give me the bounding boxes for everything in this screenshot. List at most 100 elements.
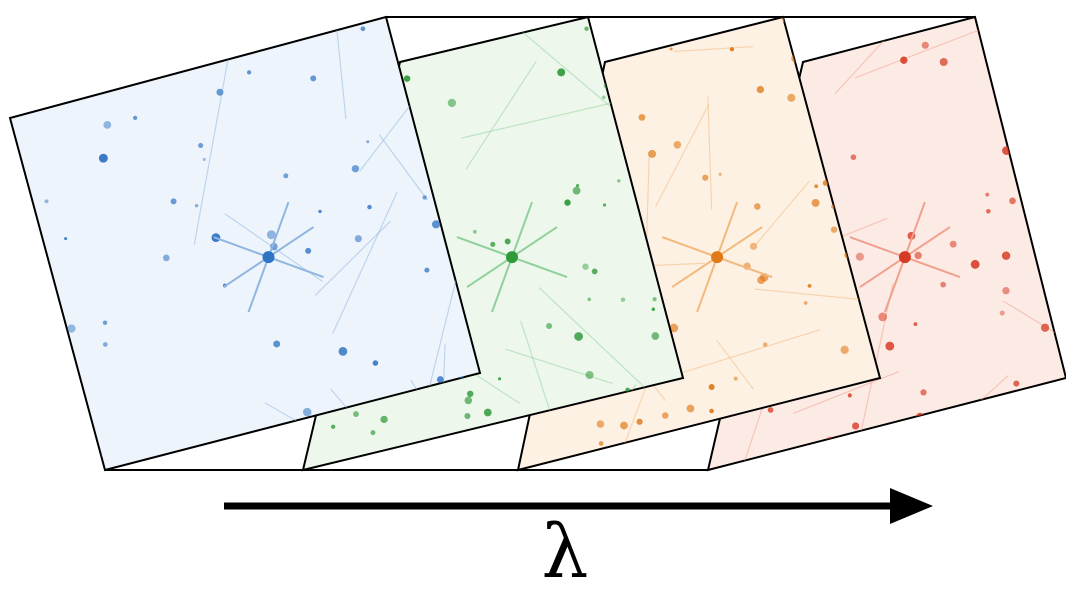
star bbox=[949, 240, 957, 248]
star bbox=[102, 320, 108, 325]
star bbox=[45, 64, 50, 68]
wavelength-arrow bbox=[224, 488, 933, 524]
star bbox=[939, 57, 948, 67]
star bbox=[246, 70, 252, 75]
star bbox=[318, 209, 322, 214]
star bbox=[698, 433, 704, 439]
star bbox=[651, 332, 660, 340]
star bbox=[87, 50, 93, 55]
star bbox=[1013, 380, 1020, 387]
star bbox=[830, 226, 838, 233]
star bbox=[472, 229, 477, 234]
star bbox=[913, 322, 918, 327]
star bbox=[302, 407, 312, 417]
star bbox=[840, 345, 849, 354]
star bbox=[1002, 287, 1010, 295]
star bbox=[216, 88, 224, 96]
star bbox=[273, 340, 281, 348]
star bbox=[198, 142, 204, 149]
star bbox=[986, 208, 991, 214]
bright-star bbox=[262, 251, 275, 264]
star bbox=[940, 281, 947, 288]
star bbox=[162, 254, 170, 262]
star bbox=[481, 434, 486, 439]
star bbox=[620, 421, 628, 430]
bright-star bbox=[711, 251, 724, 264]
star bbox=[574, 332, 584, 341]
star bbox=[617, 179, 621, 183]
star bbox=[387, 456, 392, 461]
star bbox=[651, 307, 656, 311]
star bbox=[700, 449, 705, 454]
star bbox=[564, 199, 571, 206]
diffraction-spike bbox=[193, 56, 230, 245]
diffraction-spike bbox=[538, 287, 654, 396]
star bbox=[822, 180, 829, 186]
star bbox=[367, 204, 372, 210]
star bbox=[620, 297, 626, 302]
star bbox=[464, 413, 471, 420]
diffraction-spike bbox=[673, 46, 753, 53]
star bbox=[753, 203, 761, 210]
star bbox=[44, 199, 49, 204]
diffraction-spike bbox=[378, 134, 429, 201]
star bbox=[380, 415, 388, 424]
star bbox=[431, 220, 441, 229]
star bbox=[436, 376, 444, 383]
star bbox=[803, 301, 808, 305]
star bbox=[855, 252, 864, 261]
wavelength-axis-label: λ bbox=[541, 509, 589, 595]
star bbox=[669, 47, 673, 51]
star bbox=[994, 430, 1002, 438]
diffraction-spike bbox=[854, 22, 997, 79]
star bbox=[360, 26, 366, 32]
diffraction-spike bbox=[983, 17, 1017, 57]
star bbox=[202, 56, 207, 61]
star bbox=[602, 203, 607, 207]
star bbox=[985, 192, 990, 197]
diffraction-spike bbox=[10, 402, 51, 466]
star bbox=[718, 172, 722, 176]
diffraction-spike bbox=[755, 180, 810, 245]
diffraction-spike bbox=[608, 18, 683, 44]
star bbox=[1040, 323, 1050, 332]
arrow-head bbox=[890, 488, 933, 524]
star bbox=[353, 411, 359, 417]
diffraction-spike bbox=[1022, 415, 1066, 470]
star bbox=[850, 154, 857, 161]
star bbox=[832, 20, 841, 29]
star bbox=[749, 242, 758, 250]
star bbox=[1033, 88, 1043, 97]
star bbox=[673, 140, 682, 149]
star bbox=[98, 153, 108, 163]
star bbox=[305, 247, 312, 254]
diffraction-spike bbox=[466, 17, 610, 107]
star bbox=[598, 441, 604, 446]
star bbox=[853, 465, 859, 470]
star bbox=[900, 56, 908, 64]
star bbox=[638, 113, 646, 121]
bright-star bbox=[898, 251, 911, 264]
star bbox=[170, 198, 177, 205]
bright-star bbox=[506, 251, 518, 264]
star bbox=[1009, 197, 1016, 205]
star bbox=[585, 370, 594, 380]
star bbox=[661, 412, 669, 419]
star bbox=[867, 456, 877, 466]
star bbox=[447, 98, 457, 108]
star bbox=[582, 263, 589, 270]
diffraction-spike bbox=[646, 152, 650, 239]
star bbox=[601, 95, 606, 100]
star bbox=[587, 297, 592, 302]
diffraction-spike bbox=[716, 340, 754, 390]
star bbox=[927, 417, 934, 424]
star bbox=[669, 323, 679, 333]
star bbox=[762, 342, 768, 347]
star bbox=[636, 418, 643, 425]
diffraction-spike bbox=[707, 96, 713, 210]
star bbox=[424, 267, 430, 273]
star bbox=[490, 241, 496, 247]
star bbox=[733, 376, 738, 381]
star bbox=[1001, 251, 1011, 260]
